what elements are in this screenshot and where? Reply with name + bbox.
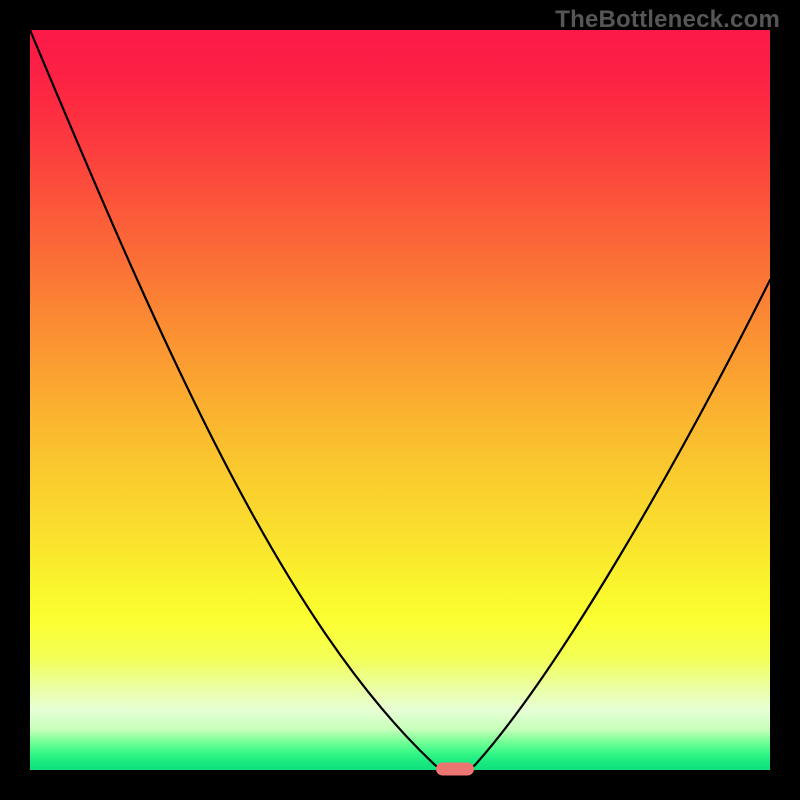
optimal-marker [436,763,474,776]
bottleneck-chart [30,30,770,770]
chart-frame: TheBottleneck.com [0,0,800,800]
